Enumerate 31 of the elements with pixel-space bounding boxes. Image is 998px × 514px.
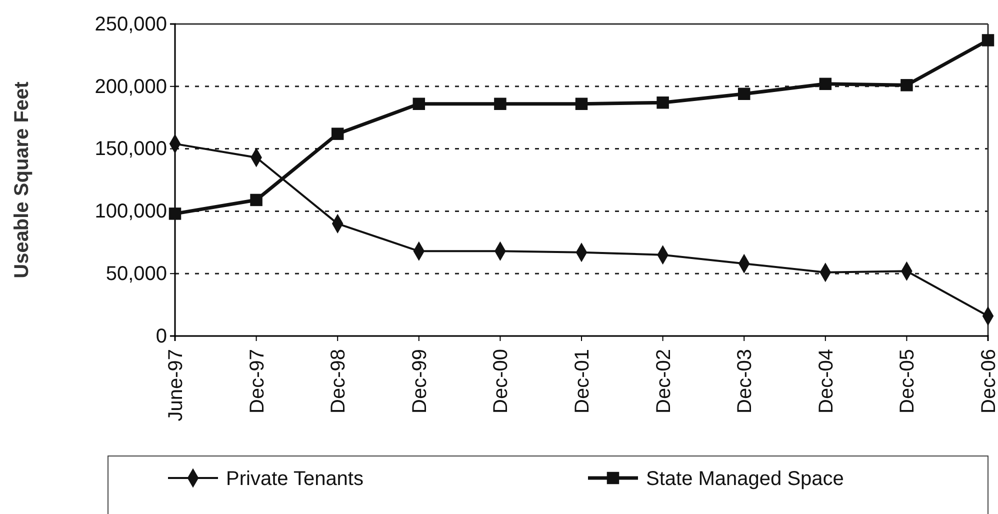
point	[900, 79, 913, 92]
x-tick-label: Dec-06	[978, 349, 998, 414]
x-tick-label: Dec-02	[652, 349, 675, 414]
y-tick-label: 250,000	[94, 13, 167, 36]
x-tick-label: June-97	[165, 349, 187, 422]
point	[494, 98, 506, 110]
x-tick-label: Dec-00	[490, 349, 512, 414]
y-tick-label: 50,000	[106, 263, 167, 285]
point	[982, 34, 994, 46]
point	[656, 96, 669, 109]
y-tick-label: 150,000	[94, 138, 167, 160]
y-tick-label: 200,000	[94, 76, 167, 98]
y-axis-title: Useable Square Feet	[11, 81, 33, 278]
y-tick-label: 100,000	[94, 200, 167, 223]
point	[250, 194, 262, 206]
x-tick-label: Dec-04	[815, 349, 838, 414]
x-tick-label: Dec-97	[246, 349, 268, 414]
legend-label: State Managed Space	[646, 468, 844, 490]
point	[575, 98, 588, 110]
x-tick-label: Dec-99	[408, 349, 431, 414]
point	[331, 128, 344, 140]
point	[819, 78, 832, 90]
point	[168, 208, 182, 220]
y-tick-label: 0	[156, 325, 167, 348]
point	[738, 88, 750, 100]
legend-label: Private Tenants	[226, 468, 364, 490]
x-tick-label: Dec-05	[896, 349, 919, 414]
x-tick-label: Dec-98	[328, 349, 350, 414]
point	[412, 98, 426, 110]
x-tick-label: Dec-01	[572, 349, 594, 414]
x-tick-label: Dec-03	[734, 349, 756, 414]
